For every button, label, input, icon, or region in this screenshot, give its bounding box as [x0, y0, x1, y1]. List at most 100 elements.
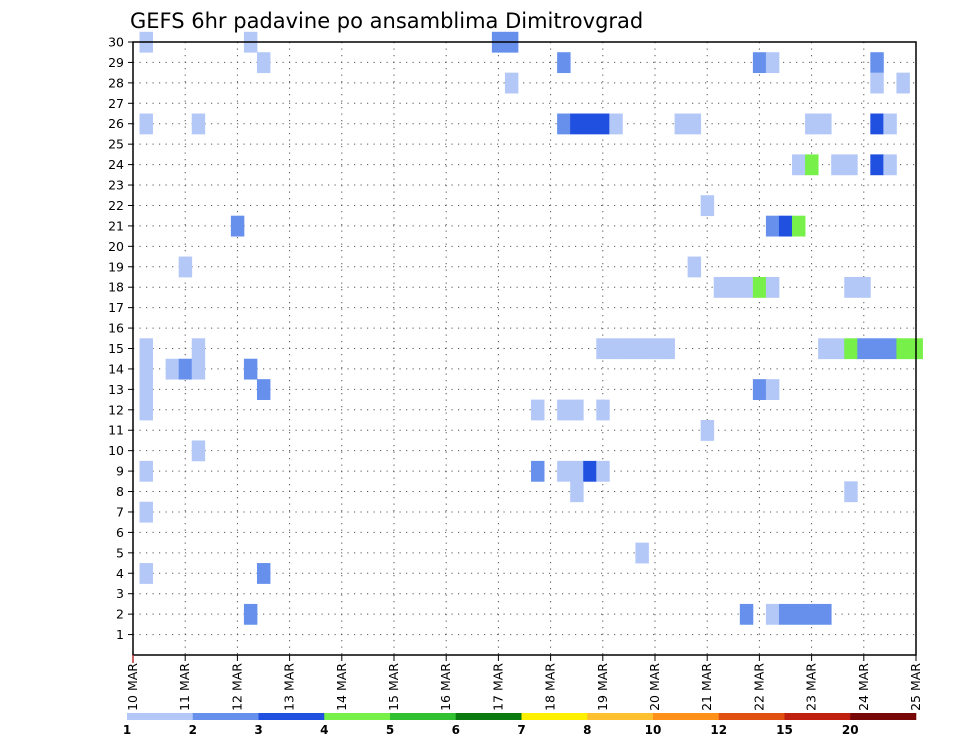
y-tick-label: 9 [116, 464, 124, 479]
colorbar-label: 20 [842, 723, 859, 737]
colorbar-swatch [718, 713, 785, 720]
precip-cell [805, 113, 819, 135]
precip-cell [674, 113, 689, 135]
precip-cell [739, 276, 754, 298]
precip-cell [139, 113, 153, 135]
precip-cell [596, 460, 610, 482]
precip-cell [844, 481, 858, 503]
grid [133, 41, 916, 655]
precip-cell [765, 276, 780, 298]
colorbar: 1 2 3 4 5 6 7 8 10 12 15 20 [123, 713, 917, 737]
precip-cell [765, 379, 780, 400]
precip-cell [765, 215, 780, 237]
colorbar-label: 2 [189, 723, 197, 737]
x-axis-ticks: 10 MAR 11 MAR 12 MAR 13 MAR 14 MAR 15 MAR 16 M… [125, 655, 923, 711]
precip-cell [531, 399, 545, 421]
precip-cell [739, 603, 754, 625]
y-tick-label: 19 [108, 259, 124, 274]
precip-cell [178, 358, 193, 380]
precip-cell [531, 460, 545, 482]
precip-cell [870, 338, 884, 360]
precip-cell [139, 460, 153, 482]
y-tick-label: 7 [116, 504, 124, 519]
colorbar-swatch [784, 713, 851, 720]
precip-cell [596, 113, 610, 135]
precip-cell [230, 215, 245, 237]
chart-title: GEFS 6hr padavine po ansamblima Dimitrov… [130, 9, 643, 33]
colorbar-swatch [653, 713, 720, 720]
y-tick-label: 26 [108, 116, 124, 131]
precip-cell [726, 276, 741, 298]
x-tick-label: 19 MAR [595, 663, 610, 711]
precip-cell [570, 481, 584, 503]
colorbar-label: 15 [776, 723, 793, 737]
precip-cell [583, 113, 597, 135]
precip-cell [752, 276, 767, 298]
precip-cell [139, 379, 153, 400]
precip-cell [622, 338, 636, 360]
colorbar-swatch [390, 713, 457, 720]
precip-cell [648, 338, 662, 360]
colorbar-swatch [521, 713, 588, 720]
x-tick-label: 21 MAR [699, 663, 714, 711]
precip-cell [256, 52, 271, 74]
precip-cell [191, 440, 206, 462]
precip-cell [870, 52, 884, 74]
precip-cell [609, 113, 623, 135]
precip-cell [191, 338, 206, 360]
precip-cell [609, 338, 623, 360]
precip-cell [139, 501, 153, 523]
precip-cell [765, 603, 780, 625]
precip-cell [191, 113, 206, 135]
precip-cell [504, 72, 519, 94]
precip-cell [687, 113, 702, 135]
precip-cell [139, 563, 153, 584]
x-tick-label: 14 MAR [334, 663, 349, 711]
y-tick-label: 8 [116, 484, 124, 499]
precip-cell [818, 603, 832, 625]
precip-cell [635, 338, 649, 360]
precip-cell [583, 460, 597, 482]
precip-cell [139, 399, 153, 421]
ensemble-cells [139, 31, 923, 625]
precip-cell [165, 358, 180, 380]
precip-cell [191, 358, 206, 380]
y-tick-label: 16 [108, 321, 124, 336]
precip-cell [818, 113, 832, 135]
precip-cell [557, 113, 571, 135]
colorbar-swatch [324, 713, 391, 720]
precip-cell [570, 113, 584, 135]
x-tick-label: 23 MAR [804, 663, 819, 711]
x-tick-label: 22 MAR [751, 663, 766, 711]
colorbar-swatch [258, 713, 325, 720]
precip-cell [883, 113, 897, 135]
precip-cell [557, 52, 571, 74]
precip-cell [139, 338, 153, 360]
x-tick-label: 18 MAR [543, 663, 558, 711]
precip-cell [844, 338, 858, 360]
precip-cell [596, 399, 610, 421]
y-tick-label: 27 [108, 96, 124, 111]
x-tick-label: 13 MAR [282, 663, 297, 711]
x-tick-label: 20 MAR [647, 663, 662, 711]
y-tick-label: 22 [108, 198, 124, 213]
precip-cell [687, 256, 702, 278]
x-tick-label: 10 MAR [125, 663, 140, 711]
y-tick-label: 30 [108, 35, 124, 50]
y-tick-label: 14 [108, 361, 124, 376]
precip-cell [870, 154, 884, 176]
precip-cell [870, 72, 884, 94]
x-tick-label: 16 MAR [438, 663, 453, 711]
precip-cell [883, 154, 897, 176]
precip-cell [557, 460, 571, 482]
precip-cell [256, 379, 271, 400]
precip-cell [243, 603, 258, 625]
colorbar-label: 10 [645, 723, 662, 737]
y-tick-label: 29 [108, 55, 124, 70]
y-tick-label: 21 [108, 218, 124, 233]
y-tick-label: 3 [116, 586, 124, 601]
colorbar-label: 1 [123, 723, 131, 737]
y-tick-label: 25 [108, 137, 124, 152]
precip-cell [700, 195, 715, 217]
y-tick-label: 1 [116, 627, 124, 642]
